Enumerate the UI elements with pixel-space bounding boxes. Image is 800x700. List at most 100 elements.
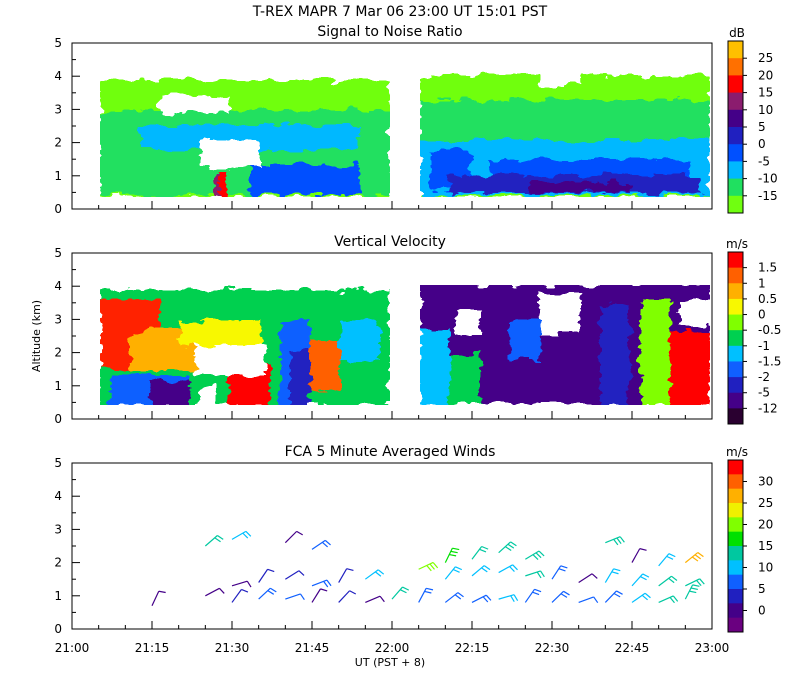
snr-colorbar: 25 20 15 10 5 0 -5 -10 -15 dB (727, 26, 778, 214)
wind-barb-flag (641, 594, 648, 601)
wind-barb-flag (457, 592, 464, 598)
wind-barb-flag (402, 586, 410, 591)
wind-barb (391, 586, 410, 600)
y-tick-label: 0 (54, 622, 62, 636)
wind-barb-shaft (524, 588, 536, 603)
colorbar-swatch (728, 488, 743, 504)
y-tick-label: 4 (54, 489, 62, 503)
vv-gap (680, 300, 710, 325)
wind-barb (284, 530, 304, 544)
wind-barb-flag (666, 555, 674, 560)
wind-barb (525, 550, 545, 560)
colorbar-tick-label: 0.5 (758, 292, 777, 306)
wind-barb-shaft (551, 565, 562, 580)
wind-barb-flag (532, 554, 539, 560)
wind-barb-flag (560, 565, 568, 569)
colorbar-swatch (728, 144, 743, 162)
wind-barb-flag (669, 596, 675, 604)
wind-barb-flag (534, 588, 542, 593)
data-gap (710, 43, 712, 209)
y-tick-label: 5 (54, 36, 62, 50)
colorbar-swatch (728, 58, 743, 76)
wind-barb-flag (449, 553, 457, 557)
wind-barb-flag (324, 539, 331, 546)
wind-barb-flag (452, 568, 460, 573)
colorbar-swatch (728, 531, 743, 547)
wind-barb (205, 587, 225, 597)
colorbar-border (727, 251, 744, 425)
winds-panel: FCA 5 Minute Averaged Winds 0 1 2 3 4 5 (54, 444, 713, 636)
wind-barb-flag (267, 590, 275, 595)
colorbar-tick-label: 5 (758, 582, 766, 596)
x-tick-label: 21:30 (215, 641, 250, 655)
wind-barb-flag (454, 594, 462, 600)
wind-barb-shaft (631, 592, 646, 603)
wind-barb-flag (560, 593, 568, 598)
wind-barb-flag (504, 546, 512, 551)
axes-frame: 0 1 2 3 4 5 (54, 36, 713, 216)
wind-barb-shaft (444, 566, 456, 580)
colorbar-tick-label: 0 (758, 308, 766, 322)
wind-barb (551, 590, 570, 603)
wind-barb-flag (535, 552, 542, 559)
colorbar-unit: dB (729, 26, 745, 40)
wind-barb-shaft (578, 573, 593, 584)
wind-barb (258, 587, 277, 600)
colorbar-swatch (728, 252, 743, 269)
wind-barb-flag (613, 592, 621, 598)
wind-barb-flag (696, 579, 702, 587)
wind-barb (498, 564, 518, 574)
vv-field (600, 305, 630, 405)
wind-barb-flag (642, 573, 650, 578)
wind-barb-shaft (525, 550, 540, 560)
wind-barb (338, 590, 357, 603)
colorbar-tick-label: -10 (758, 172, 778, 186)
wind-barb-flag (270, 587, 277, 593)
wind-barb (578, 596, 599, 604)
colorbar-swatch (728, 474, 743, 490)
colorbar-tick-label: 1 (758, 276, 766, 290)
data-gap (72, 43, 100, 209)
wind-barb-shaft (658, 575, 672, 587)
wind-barb-shaft (365, 595, 381, 603)
colorbar-swatch (728, 195, 743, 214)
wind-barb (605, 536, 625, 546)
y-tick-label: 1 (54, 169, 62, 183)
wind-barb (364, 569, 385, 580)
colorbar-swatch (728, 314, 743, 331)
wind-barb-shaft (471, 565, 485, 577)
snr-band (250, 165, 360, 195)
wind-barb-shaft (471, 594, 487, 603)
colorbar-swatch (728, 345, 743, 362)
colorbar-swatch (728, 75, 743, 93)
wind-barb-flag (692, 584, 700, 587)
colorbar-swatch (728, 109, 743, 128)
vv-field (310, 340, 340, 390)
wind-barb-shaft (578, 596, 594, 604)
wind-barb (604, 590, 623, 603)
wind-barb-shaft (498, 564, 513, 574)
colorbar-tick-label: 15 (758, 539, 773, 553)
colorbar-swatch (728, 392, 743, 409)
wind-barb (658, 575, 678, 587)
wind-barb-shaft (525, 570, 541, 577)
wind-barb-shaft (471, 546, 483, 560)
y-tick-label: 2 (54, 346, 62, 360)
wind-barb (684, 552, 704, 564)
x-tick-label: 22:45 (615, 641, 650, 655)
wind-barb-shaft (285, 593, 301, 600)
wind-barb (471, 594, 492, 603)
wind-barb-flag (611, 571, 619, 575)
wind-barb-flag (323, 581, 329, 588)
x-axis-label: UT (PST + 8) (355, 656, 425, 669)
wind-barb-shaft (311, 588, 321, 603)
wind-barb-shaft (684, 584, 694, 600)
wind-barb-flag (616, 590, 623, 595)
y-tick-label: 4 (54, 279, 62, 293)
y-tick-label: 5 (54, 246, 62, 260)
wind-barb (338, 568, 354, 583)
wind-barb (418, 587, 434, 603)
wind-barb-shaft (285, 570, 300, 580)
wind-barb-flag (640, 576, 647, 581)
wind-barb (231, 580, 252, 588)
